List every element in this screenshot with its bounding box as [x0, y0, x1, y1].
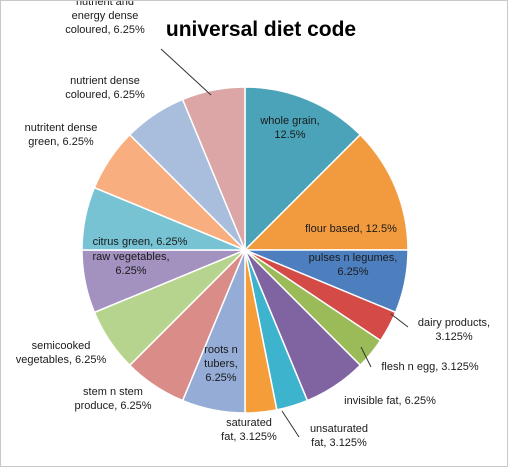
- slice-label-4: dairy products, 3.125%: [418, 317, 490, 343]
- slice-label-6: invisible fat, 6.25%: [344, 395, 436, 407]
- slice-label-9: roots n tubers, 6.25%: [204, 344, 238, 384]
- slice-label-3: pulses n legumes, 6.25%: [309, 252, 398, 278]
- slice-label-11: semicooked vegetables, 6.25%: [16, 340, 107, 366]
- leader-line-7: [281, 410, 300, 438]
- slice-label-8: saturated fat, 3.125%: [221, 417, 277, 443]
- slice-label-16: nutrient and energy dense coloured, 6.25%: [65, 1, 145, 36]
- slice-label-5: flesh n egg, 3.125%: [381, 361, 478, 373]
- leader-line-16: [160, 48, 212, 96]
- pie-slice-2: [243, 133, 409, 251]
- slice-label-15: nutrient dense coloured, 6.25%: [65, 75, 145, 101]
- slice-label-2: flour based, 12.5%: [305, 223, 397, 235]
- chart-title: universal diet code: [166, 18, 356, 41]
- slice-label-12: raw vegetables, 6.25%: [92, 251, 169, 277]
- pie-slice-1: [244, 86, 362, 252]
- pie-slice-16: [181, 86, 246, 251]
- leader-line-5: [360, 346, 372, 368]
- slice-label-1: whole grain, 12.5%: [259, 115, 319, 141]
- slice-label-13: citrus green, 6.25%: [93, 236, 188, 248]
- leader-lines: [160, 48, 409, 438]
- slice-labels: whole grain, 12.5% flour based, 12.5% pulse…: [16, 1, 490, 449]
- pie-slices: [81, 86, 409, 414]
- slice-label-10: stem n stem produce, 6.25%: [74, 386, 151, 412]
- slice-label-7: unsaturated fat, 3.125%: [310, 423, 368, 449]
- leader-line-4: [390, 313, 409, 328]
- slice-label-14: nutritent dense green, 6.25%: [25, 122, 98, 148]
